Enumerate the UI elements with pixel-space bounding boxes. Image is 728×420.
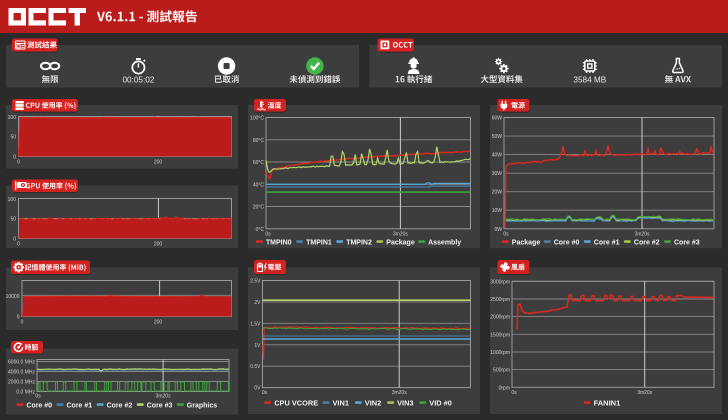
svg-text:1V: 1V (254, 343, 261, 349)
svg-text:0: 0 (17, 160, 20, 166)
svg-text:10W: 10W (492, 208, 503, 214)
svg-text:0s: 0s (511, 390, 517, 396)
svg-text:0s: 0s (262, 390, 268, 396)
svg-text:Core #0: Core #0 (26, 402, 52, 409)
svg-text:3m20s: 3m20s (156, 394, 172, 400)
svg-text:Core #2: Core #2 (634, 239, 660, 246)
svg-text:0rpm: 0rpm (499, 385, 510, 391)
svg-text:60°C: 60°C (253, 160, 265, 166)
svg-text:0s: 0s (503, 231, 509, 237)
svg-text:2V: 2V (254, 300, 261, 306)
svg-text:0: 0 (17, 242, 20, 248)
svg-text:50: 50 (10, 135, 16, 141)
svg-text:Core #1: Core #1 (594, 239, 620, 246)
svg-text:50W: 50W (492, 134, 503, 140)
svg-text:Core #1: Core #1 (67, 402, 93, 409)
svg-text:Core #2: Core #2 (107, 402, 133, 409)
svg-text:2000.0 MHz: 2000.0 MHz (8, 380, 35, 386)
svg-text:200: 200 (154, 160, 163, 166)
svg-text:3584 MB: 3584 MB (573, 75, 606, 84)
svg-text:2.5V: 2.5V (250, 279, 261, 285)
svg-text:3000rpm: 3000rpm (490, 279, 510, 285)
svg-text:10000: 10000 (6, 294, 20, 300)
svg-text:VIN2: VIN2 (365, 398, 381, 407)
svg-text:1000rpm: 1000rpm (490, 350, 510, 356)
svg-text:0: 0 (17, 315, 20, 321)
svg-text:40°C: 40°C (253, 182, 265, 188)
svg-text:Core #3: Core #3 (147, 402, 173, 409)
svg-text:3m20s: 3m20s (393, 231, 409, 237)
svg-text:0W: 0W (495, 227, 503, 233)
svg-text:FANIN1: FANIN1 (594, 398, 621, 407)
svg-text:4000.0 MHz: 4000.0 MHz (8, 370, 35, 376)
svg-text:3m20s: 3m20s (637, 390, 653, 396)
svg-text:30W: 30W (492, 171, 503, 177)
svg-text:3m20s: 3m20s (392, 390, 408, 396)
svg-text:1.5V: 1.5V (250, 321, 261, 327)
svg-text:3m20s: 3m20s (634, 231, 650, 237)
svg-text:40W: 40W (492, 153, 503, 159)
svg-text:1500rpm: 1500rpm (490, 332, 510, 338)
svg-text:00:05:02: 00:05:02 (122, 75, 154, 84)
svg-text:TMPIN2: TMPIN2 (346, 239, 372, 246)
svg-text:100: 100 (8, 115, 17, 121)
svg-text:2000rpm: 2000rpm (490, 315, 510, 321)
svg-text:0.5V: 0.5V (250, 364, 261, 370)
svg-text:80°C: 80°C (253, 138, 265, 144)
svg-text:CPU VCORE: CPU VCORE (274, 398, 318, 407)
svg-text:Core #0: Core #0 (554, 239, 580, 246)
svg-text:VID #0: VID #0 (429, 398, 452, 407)
svg-text:200: 200 (154, 242, 163, 248)
svg-text:0: 0 (13, 155, 16, 161)
svg-text:200: 200 (154, 320, 163, 326)
svg-text:0s: 0s (35, 394, 41, 400)
svg-text:2500rpm: 2500rpm (490, 297, 510, 303)
svg-text:TMPIN1: TMPIN1 (306, 239, 332, 246)
svg-text:0°C: 0°C (256, 227, 265, 233)
svg-text:500rpm: 500rpm (493, 368, 510, 374)
svg-text:20°C: 20°C (253, 205, 265, 211)
svg-text:100: 100 (8, 197, 17, 203)
svg-text:60W: 60W (492, 116, 503, 122)
svg-text:Graphics: Graphics (187, 402, 217, 409)
svg-text:20W: 20W (492, 190, 503, 196)
svg-text:0: 0 (13, 237, 16, 243)
svg-text:TMPIN0: TMPIN0 (266, 239, 292, 246)
svg-text:0s: 0s (265, 231, 271, 237)
svg-text:6000.0 MHz: 6000.0 MHz (8, 360, 35, 366)
svg-text:Core #3: Core #3 (674, 239, 700, 246)
svg-text:100°C: 100°C (250, 116, 264, 122)
svg-text:0.0 MHz: 0.0 MHz (16, 390, 35, 396)
svg-text:Package: Package (386, 239, 415, 246)
svg-text:0: 0 (21, 320, 24, 326)
svg-text:VIN1: VIN1 (333, 398, 349, 407)
svg-text:Package: Package (512, 239, 541, 246)
svg-text:50: 50 (10, 217, 16, 223)
svg-text:VIN3: VIN3 (397, 398, 413, 407)
svg-text:Assembly: Assembly (428, 239, 461, 246)
svg-text:0V: 0V (254, 386, 261, 392)
